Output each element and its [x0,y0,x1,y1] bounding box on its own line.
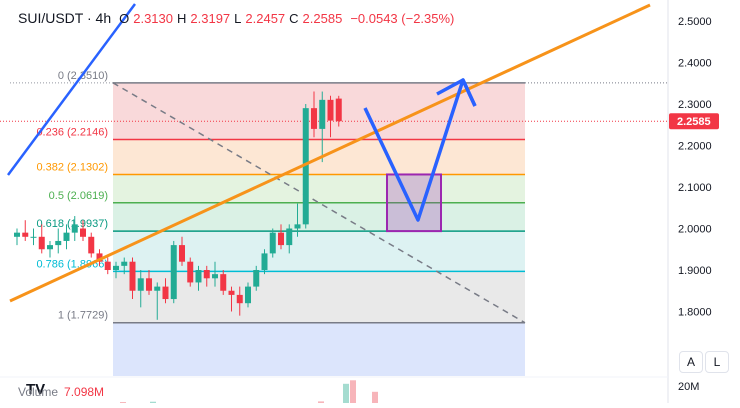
last-price-badge [669,113,719,130]
close-value: 2.2585 [302,11,343,26]
candle-body [236,294,243,304]
volume-value: 7.098M [64,385,105,399]
high-key: H [177,11,187,26]
blue-trendline[interactable] [6,3,137,176]
candle-body [129,261,136,291]
volume-bar [350,380,356,403]
auto-scale-button[interactable]: A [679,351,703,373]
candle-body [261,253,268,270]
y-axis-tick-label: 2.4000 [678,58,712,70]
candle-body [245,286,251,304]
volume-label: Volume [18,385,59,399]
candle-body [96,253,103,262]
y-axis-tick-label: 2.5000 [678,16,712,28]
volume-bar [372,391,378,403]
low-value: 2.2457 [245,11,286,26]
close-key: C [289,11,299,26]
candle-body [162,286,169,300]
change-value: −0.0543 (−2.35%) [350,11,455,26]
fib-band [113,271,525,323]
last-price-badge-label: 2.2585 [677,116,711,128]
y-axis-tick-label: 2.3000 [678,99,712,111]
candle-body [170,245,177,300]
volume-bar [318,401,324,403]
fib-level-label: 1 (1.7729) [58,310,108,322]
fib-level-label: 0.618 (1.9937) [36,218,108,230]
target-zone-box[interactable] [386,173,442,233]
fib-band [113,174,525,203]
y-axis-tick-label: 1.9000 [678,265,712,277]
candle-body [63,232,70,241]
candle-body [113,265,119,270]
y-axis-tick-label: 2.0000 [678,224,712,236]
candle-body [278,232,284,246]
candle-body [294,224,301,229]
candle-body [203,270,210,279]
y-axis-tick-label: 1.8000 [678,307,712,319]
fib-level-label: 0.786 (1.8966) [36,258,108,270]
volume-bar [343,383,349,403]
volume-bar [150,401,156,403]
candle-body [137,278,144,291]
candle-body [195,270,202,283]
tradingview-logo[interactable]: TV [26,381,46,398]
y-axis-tick-label: 2.1000 [678,182,712,194]
candle-body [269,232,276,254]
projection-arrowhead[interactable] [436,78,477,107]
candle-body [253,270,260,287]
candle-body [22,232,29,237]
orange-trendline[interactable] [9,3,651,303]
candle-body [335,98,342,122]
fib-level-label: 0.236 (2.2146) [36,126,108,138]
high-value: 2.3197 [190,11,231,26]
log-scale-button[interactable]: L [705,351,729,373]
candle-body [220,274,227,291]
fib-level-label: 0.5 (2.0619) [49,190,108,202]
candle-body [80,228,86,237]
candle-body [179,245,185,262]
volume-axis-label: 20M [678,381,699,393]
candle-body [38,236,45,250]
fib-band [113,202,525,232]
candle-body [146,278,152,291]
candle-body [104,261,111,270]
candle-body [319,99,326,129]
candle-body [71,224,78,233]
open-key: O [119,11,130,26]
candle-body [154,286,161,291]
candle-body [187,261,194,283]
fib-band [113,322,525,376]
low-key: L [234,11,242,26]
fib-band [113,82,525,140]
fib-level-label: 0.382 (2.1302) [36,161,108,173]
symbol-label[interactable]: SUI/USDT · 4h [18,10,112,26]
candle-body [228,290,235,295]
fib-trend-dashed-line[interactable] [112,82,526,324]
candle-body [55,240,62,246]
candle-body [47,245,53,250]
candle-body [302,108,309,225]
y-axis-tick-label: 2.2000 [678,141,712,153]
candle-body [327,99,334,121]
candle-body [286,228,293,246]
open-value: 2.3130 [133,11,173,26]
volume-legend: Volume 7.098M [18,385,104,399]
candle-body [30,236,37,238]
candle-body [212,274,218,279]
candle-body [88,236,95,254]
candle-body [311,108,317,129]
candle-body [14,232,20,237]
candle-body [121,261,128,266]
